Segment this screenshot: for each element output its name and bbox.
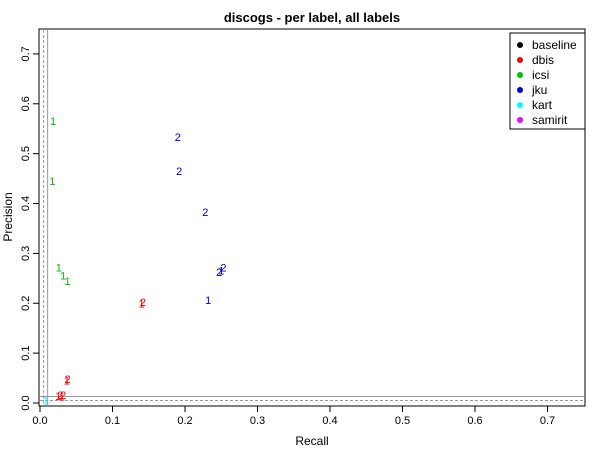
- data-point-dbis: 1: [55, 391, 61, 403]
- y-tick-label: 0.4: [20, 196, 32, 211]
- y-tick-label: 0.7: [20, 46, 32, 61]
- x-tick-label: 0.5: [395, 415, 410, 427]
- reference-lines: [40, 30, 584, 405]
- legend-dot-icsi: [517, 72, 523, 78]
- data-point-jku: 2: [175, 132, 181, 144]
- plot-frame: [38, 28, 586, 407]
- legend-label-kart: kart: [532, 98, 553, 112]
- legend-box: [509, 32, 586, 130]
- data-point-dbis: 2: [60, 390, 66, 402]
- x-tick-label: 0.0: [32, 415, 47, 427]
- data-point-dbis: 1: [59, 392, 65, 404]
- data-point-jku: 2: [220, 262, 226, 274]
- data-point-dbis: 2: [140, 297, 146, 309]
- data-point-jku: 1: [205, 295, 211, 307]
- data-point-icsi: 1: [50, 116, 56, 128]
- data-point-dbis: 1: [138, 298, 144, 310]
- x-tick-label: 0.3: [250, 415, 265, 427]
- legend-dot-baseline: [517, 42, 523, 48]
- data-point-jku: 2: [216, 267, 222, 279]
- legend-label-icsi: icsi: [532, 68, 549, 82]
- y-tick-label: 0.6: [20, 96, 32, 111]
- y-tick-label: 0.0: [20, 395, 32, 410]
- legend-label-dbis: dbis: [532, 53, 554, 67]
- y-axis: 0.0 0.1 0.2 0.3 0.4 0.5 0.6 0.7: [20, 46, 39, 411]
- data-point-icsi: 1: [60, 270, 66, 282]
- legend-label-baseline: baseline: [532, 38, 577, 52]
- data-point-kart: 1: [43, 396, 49, 408]
- x-axis: 0.0 0.1 0.2 0.3 0.4 0.5 0.6 0.7: [32, 406, 555, 427]
- x-axis-label: Recall: [295, 434, 328, 448]
- legend-dot-jku: [517, 87, 523, 93]
- legend-label-jku: jku: [531, 83, 547, 97]
- legend-dot-kart: [517, 102, 523, 108]
- y-tick-label: 0.5: [20, 146, 32, 161]
- y-tick-label: 0.3: [20, 246, 32, 261]
- legend-label-samirit: samirit: [532, 113, 568, 127]
- x-tick-label: 0.7: [540, 415, 555, 427]
- x-tick-label: 0.2: [177, 415, 192, 427]
- data-point-jku: 2: [202, 207, 208, 219]
- legend-dot-dbis: [517, 57, 523, 63]
- data-point-dbis: 2: [64, 374, 70, 386]
- chart-title: discogs - per label, all labels: [224, 10, 400, 25]
- y-axis-label: Precision: [1, 192, 15, 241]
- x-tick-label: 0.6: [467, 415, 482, 427]
- data-point-icsi: 1: [49, 176, 55, 188]
- y-tick-label: 0.2: [20, 296, 32, 311]
- x-tick-label: 0.1: [105, 415, 120, 427]
- data-point-icsi: 1: [56, 262, 62, 274]
- x-tick-label: 0.4: [322, 415, 337, 427]
- data-point-dbis: 1: [64, 376, 70, 388]
- data-point-dbis: 2: [57, 390, 63, 402]
- data-point-jku: 1: [218, 265, 224, 277]
- y-tick-label: 0.1: [20, 345, 32, 360]
- data-point-jku: 2: [176, 166, 182, 178]
- legend-dot-samirit: [517, 117, 523, 123]
- data-point-icsi: 1: [64, 276, 70, 288]
